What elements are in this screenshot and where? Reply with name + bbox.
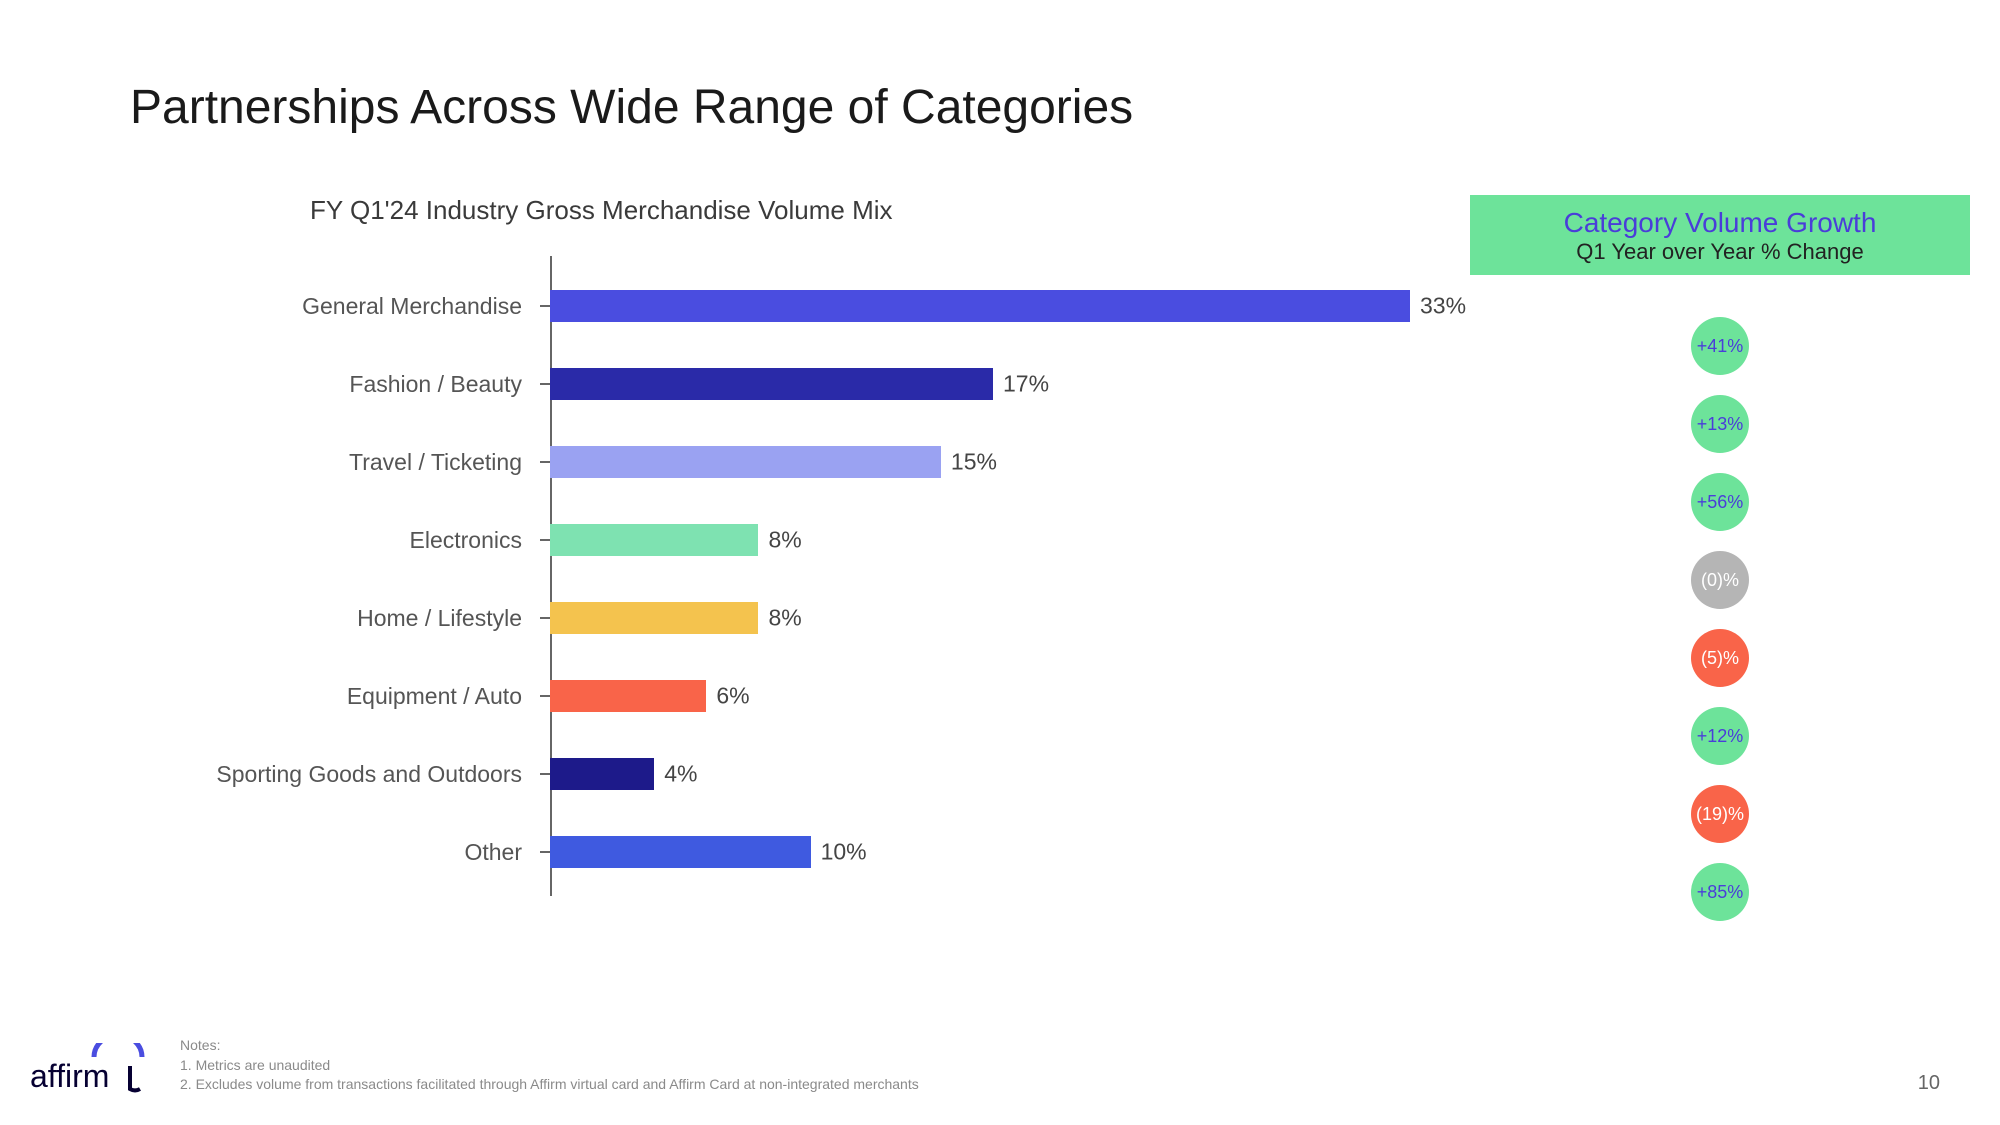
logo-text: affirm — [30, 1058, 109, 1094]
chart-area: FY Q1'24 Industry Gross Merchandise Volu… — [130, 195, 1410, 900]
page-number: 10 — [1918, 1072, 1940, 1095]
footer-notes: Notes: 1. Metrics are unaudited 2. Exclu… — [180, 1036, 919, 1095]
bar-label: Fashion / Beauty — [190, 371, 540, 398]
axis-tick — [540, 851, 550, 853]
bar-row: Fashion / Beauty 17% — [190, 354, 1410, 414]
bar-value: 8% — [758, 527, 801, 554]
bar-label: Travel / Ticketing — [190, 449, 540, 476]
growth-bubble: (5)% — [1691, 629, 1749, 687]
bar-value: 4% — [654, 761, 697, 788]
growth-bubble: +41% — [1691, 317, 1749, 375]
bar-fill — [550, 524, 758, 556]
axis-tick — [540, 461, 550, 463]
bar-value: 6% — [706, 683, 749, 710]
growth-bubble: (0)% — [1691, 551, 1749, 609]
bar-row: Travel / Ticketing 15% — [190, 432, 1410, 492]
bar-label: Sporting Goods and Outdoors — [190, 761, 540, 788]
bars-container: General Merchandise 33% Fashion / Beauty 17… — [190, 276, 1410, 882]
growth-bubble: +12% — [1691, 707, 1749, 765]
bar-fill — [550, 758, 654, 790]
growth-bubble: +85% — [1691, 863, 1749, 921]
note-1: 1. Metrics are unaudited — [180, 1056, 919, 1076]
bar-row: Home / Lifestyle 8% — [190, 588, 1410, 648]
note-2: 2. Excludes volume from transactions fac… — [180, 1075, 919, 1095]
bar-fill — [550, 680, 706, 712]
bar-track: 15% — [550, 446, 1410, 478]
axis-tick — [540, 305, 550, 307]
footer-left: affirm Notes: 1. Metrics are unaudited 2… — [30, 1036, 919, 1095]
bar-fill — [550, 836, 811, 868]
axis-tick — [540, 773, 550, 775]
bar-track: 4% — [550, 758, 1410, 790]
axis-tick — [540, 695, 550, 697]
bar-fill — [550, 368, 993, 400]
affirm-logo: affirm — [30, 1043, 160, 1095]
chart-title: FY Q1'24 Industry Gross Merchandise Volu… — [310, 195, 1410, 226]
bar-value: 17% — [993, 371, 1049, 398]
bar-row: Equipment / Auto 6% — [190, 666, 1410, 726]
footer: affirm Notes: 1. Metrics are unaudited 2… — [30, 1036, 1940, 1095]
growth-bubble: +56% — [1691, 473, 1749, 531]
axis-tick — [540, 617, 550, 619]
bar-value: 8% — [758, 605, 801, 632]
growth-header-title: Category Volume Growth — [1490, 207, 1950, 239]
growth-bubble: (19)% — [1691, 785, 1749, 843]
bar-value: 33% — [1410, 293, 1466, 320]
bar-fill — [550, 446, 941, 478]
growth-bubbles: +41% +13% +56% (0)% (5)% +12% (19)% +85% — [1470, 317, 1970, 941]
axis-tick — [540, 539, 550, 541]
growth-panel: Category Volume Growth Q1 Year over Year… — [1410, 195, 1930, 941]
bar-row: General Merchandise 33% — [190, 276, 1410, 336]
bar-row: Electronics 8% — [190, 510, 1410, 570]
bar-value: 10% — [811, 839, 867, 866]
bar-label: General Merchandise — [190, 293, 540, 320]
bar-track: 6% — [550, 680, 1410, 712]
content-row: FY Q1'24 Industry Gross Merchandise Volu… — [130, 195, 1870, 941]
bar-label: Home / Lifestyle — [190, 605, 540, 632]
growth-bubble: +13% — [1691, 395, 1749, 453]
growth-header: Category Volume Growth Q1 Year over Year… — [1470, 195, 1970, 275]
bar-label: Other — [190, 839, 540, 866]
bar-row: Sporting Goods and Outdoors 4% — [190, 744, 1410, 804]
chart-body: General Merchandise 33% Fashion / Beauty 17… — [190, 276, 1410, 882]
bar-track: 33% — [550, 290, 1410, 322]
bar-label: Equipment / Auto — [190, 683, 540, 710]
bar-track: 17% — [550, 368, 1410, 400]
bar-fill — [550, 602, 758, 634]
page-title: Partnerships Across Wide Range of Catego… — [130, 80, 1870, 135]
growth-header-sub: Q1 Year over Year % Change — [1490, 239, 1950, 265]
axis-tick — [540, 383, 550, 385]
bar-value: 15% — [941, 449, 997, 476]
slide: Partnerships Across Wide Range of Catego… — [0, 0, 2000, 1125]
bar-track: 8% — [550, 602, 1410, 634]
notes-heading: Notes: — [180, 1036, 919, 1056]
bar-fill — [550, 290, 1410, 322]
bar-row: Other 10% — [190, 822, 1410, 882]
bar-label: Electronics — [190, 527, 540, 554]
bar-track: 8% — [550, 524, 1410, 556]
bar-track: 10% — [550, 836, 1410, 868]
affirm-logo-icon: affirm — [30, 1043, 160, 1095]
